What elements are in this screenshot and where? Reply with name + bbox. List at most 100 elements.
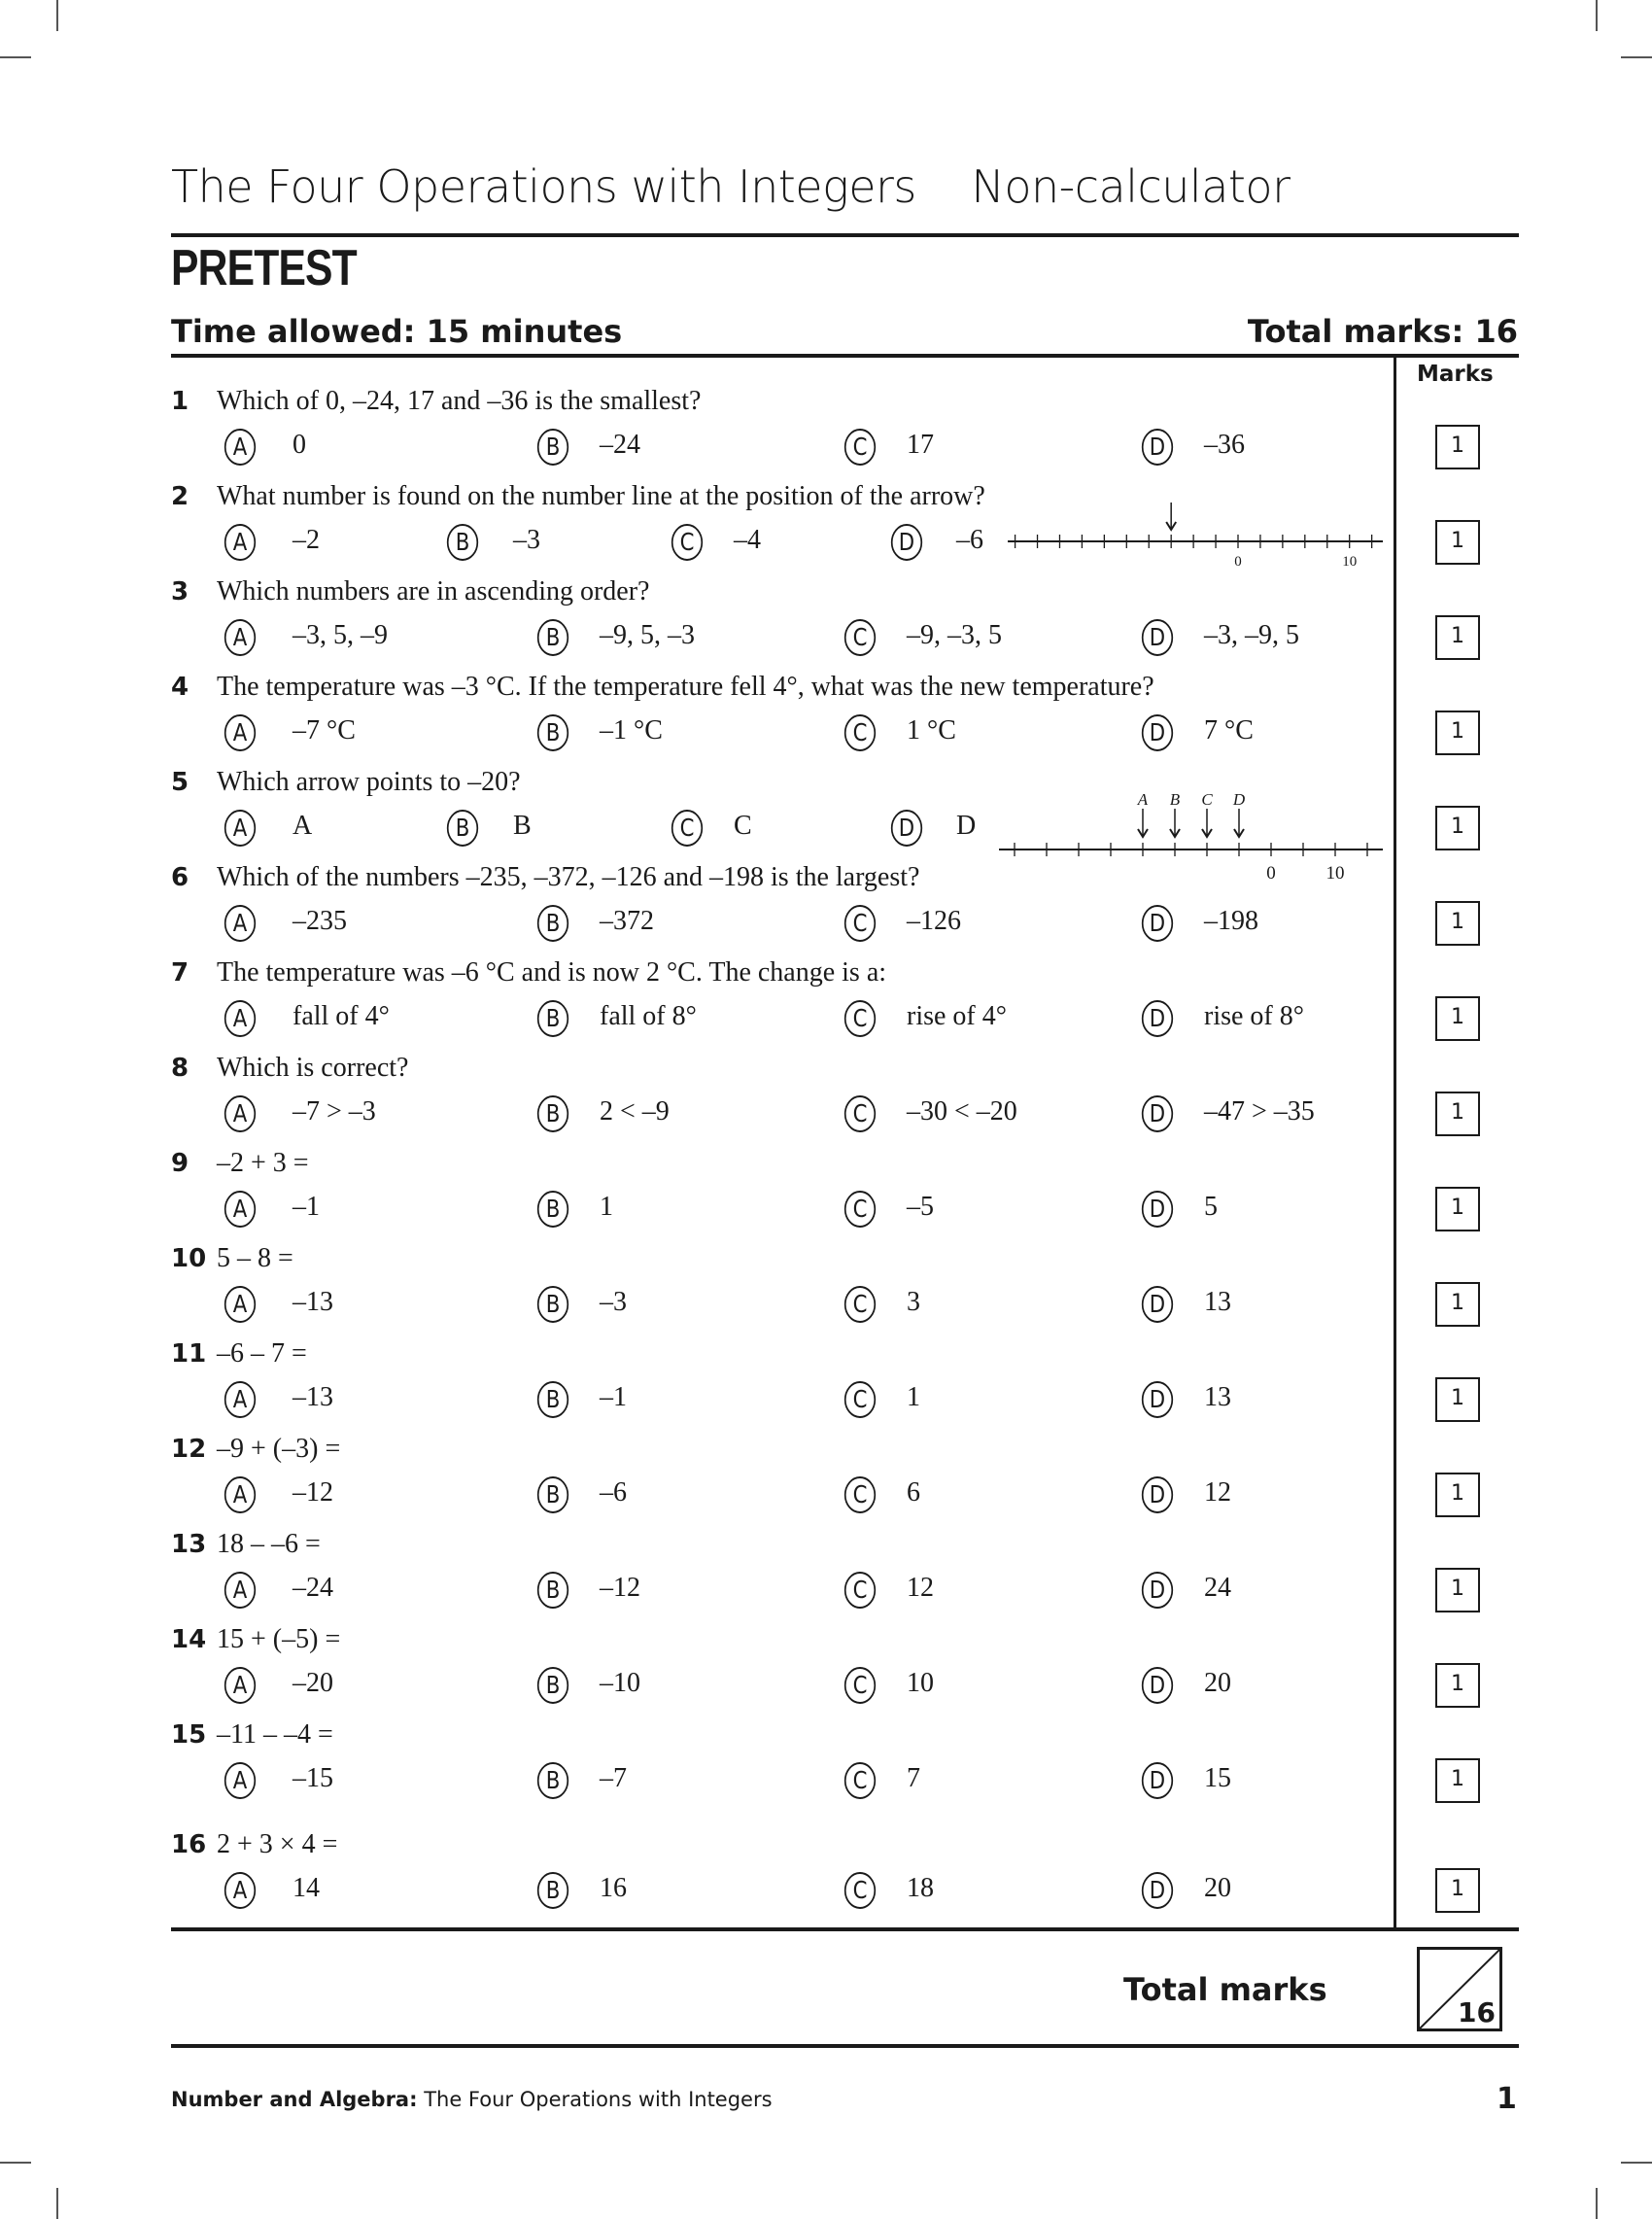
diagonal-slash-icon <box>1420 1950 1499 2028</box>
question-number: 14 <box>171 1625 207 1654</box>
option-d-bubble[interactable]: D <box>1141 1000 1174 1037</box>
option-b-bubble[interactable]: B <box>536 714 569 751</box>
option-d-bubble[interactable]: D <box>1141 1476 1174 1513</box>
option-b-bubble[interactable]: B <box>536 429 569 466</box>
option-c-bubble[interactable]: C <box>843 1000 877 1037</box>
option-a-bubble[interactable]: A <box>224 429 257 466</box>
option-a-bubble[interactable]: A <box>224 1381 257 1418</box>
option-b-value: –9, 5, –3 <box>600 620 695 650</box>
option-a-bubble[interactable]: A <box>224 1667 257 1704</box>
arrow-head-icon <box>1201 828 1213 839</box>
option-b-bubble[interactable]: B <box>536 905 569 942</box>
option-d-bubble[interactable]: D <box>1141 1572 1174 1609</box>
option-d-bubble[interactable]: D <box>1141 619 1174 656</box>
question-number: 11 <box>171 1339 207 1369</box>
option-c-value: –30 < –20 <box>907 1096 1017 1127</box>
title-text: The Four Operations with Integers <box>171 160 916 213</box>
option-d-value: 24 <box>1204 1573 1231 1603</box>
option-a-bubble[interactable]: A <box>224 1191 257 1228</box>
option-c-bubble[interactable]: C <box>843 429 877 466</box>
option-d-bubble[interactable]: D <box>1141 429 1174 466</box>
mark-box: 1 <box>1435 1758 1480 1803</box>
option-d-bubble[interactable]: D <box>890 810 923 847</box>
option-d-bubble[interactable]: D <box>1141 1667 1174 1704</box>
option-b-bubble[interactable]: B <box>536 619 569 656</box>
option-a-bubble[interactable]: A <box>224 1286 257 1323</box>
option-c-bubble[interactable]: C <box>843 905 877 942</box>
option-b-bubble[interactable]: B <box>446 810 479 847</box>
option-d-value: 15 <box>1204 1763 1231 1793</box>
option-b-bubble[interactable]: B <box>536 1762 569 1799</box>
option-b-bubble[interactable]: B <box>536 1476 569 1513</box>
number-line-label: 10 <box>1342 554 1357 570</box>
option-b-bubble[interactable]: B <box>536 1667 569 1704</box>
option-c-bubble[interactable]: C <box>843 1872 877 1909</box>
option-c-bubble[interactable]: C <box>843 619 877 656</box>
option-a-bubble[interactable]: A <box>224 1762 257 1799</box>
option-d-bubble[interactable]: D <box>1141 1286 1174 1323</box>
option-a-bubble[interactable]: A <box>224 1095 257 1132</box>
option-b-bubble[interactable]: B <box>536 1381 569 1418</box>
option-c-value: 6 <box>907 1477 920 1508</box>
option-d-value: –47 > –35 <box>1204 1096 1315 1127</box>
option-b-bubble[interactable]: B <box>536 1095 569 1132</box>
question-number: 9 <box>171 1149 189 1178</box>
time-allowed: Time allowed: 15 minutes <box>171 313 623 350</box>
option-c-bubble[interactable]: C <box>843 1191 877 1228</box>
total-marks-out-of: 16 <box>1458 1996 1496 2028</box>
option-d-bubble[interactable]: D <box>890 524 923 561</box>
option-b-bubble[interactable]: B <box>536 1872 569 1909</box>
option-b-bubble[interactable]: B <box>536 1191 569 1228</box>
option-a-bubble[interactable]: A <box>224 619 257 656</box>
option-d-value: 20 <box>1204 1668 1231 1698</box>
option-b-bubble[interactable]: B <box>446 524 479 561</box>
option-d-bubble[interactable]: D <box>1141 1762 1174 1799</box>
option-a-bubble[interactable]: A <box>224 810 257 847</box>
question-number: 12 <box>171 1435 207 1464</box>
question-number: 7 <box>171 958 189 988</box>
option-d-bubble[interactable]: D <box>1141 1872 1174 1909</box>
option-a-bubble[interactable]: A <box>224 524 257 561</box>
option-a-bubble[interactable]: A <box>224 905 257 942</box>
option-a-value: –2 <box>293 525 320 555</box>
question-number: 16 <box>171 1830 207 1859</box>
question-number: 10 <box>171 1244 207 1273</box>
option-b-value: –6 <box>600 1477 627 1508</box>
question-number: 6 <box>171 863 189 892</box>
option-d-bubble[interactable]: D <box>1141 1381 1174 1418</box>
option-c-bubble[interactable]: C <box>843 1381 877 1418</box>
option-c-bubble[interactable]: C <box>843 1476 877 1513</box>
option-a-bubble[interactable]: A <box>224 1572 257 1609</box>
option-c-bubble[interactable]: C <box>671 810 704 847</box>
question-number: 2 <box>171 482 189 511</box>
option-a-value: –7 °C <box>293 715 356 745</box>
option-a-bubble[interactable]: A <box>224 714 257 751</box>
option-a-bubble[interactable]: A <box>224 1000 257 1037</box>
question-number: 15 <box>171 1720 207 1750</box>
option-b-bubble[interactable]: B <box>536 1286 569 1323</box>
option-b-bubble[interactable]: B <box>536 1572 569 1609</box>
option-c-bubble[interactable]: C <box>843 1667 877 1704</box>
option-a-value: –3, 5, –9 <box>293 620 388 650</box>
option-b-value: 1 <box>600 1192 613 1222</box>
option-c-bubble[interactable]: C <box>843 1286 877 1323</box>
mark-box: 1 <box>1435 901 1480 946</box>
option-d-bubble[interactable]: D <box>1141 1095 1174 1132</box>
option-c-bubble[interactable]: C <box>843 1095 877 1132</box>
option-c-bubble[interactable]: C <box>671 524 704 561</box>
option-d-bubble[interactable]: D <box>1141 1191 1174 1228</box>
arrow-label: C <box>1201 790 1213 809</box>
option-a-value: –15 <box>293 1763 333 1793</box>
option-d-bubble[interactable]: D <box>1141 714 1174 751</box>
option-c-bubble[interactable]: C <box>843 1572 877 1609</box>
option-a-bubble[interactable]: A <box>224 1476 257 1513</box>
total-marks-header: Total marks: 16 <box>1247 313 1518 350</box>
mark-box: 1 <box>1435 425 1480 469</box>
option-c-bubble[interactable]: C <box>843 714 877 751</box>
option-b-bubble[interactable]: B <box>536 1000 569 1037</box>
option-a-bubble[interactable]: A <box>224 1872 257 1909</box>
total-marks-box[interactable]: 16 <box>1417 1947 1502 2031</box>
option-c-bubble[interactable]: C <box>843 1762 877 1799</box>
option-d-bubble[interactable]: D <box>1141 905 1174 942</box>
option-a-value: fall of 4° <box>293 1001 390 1031</box>
